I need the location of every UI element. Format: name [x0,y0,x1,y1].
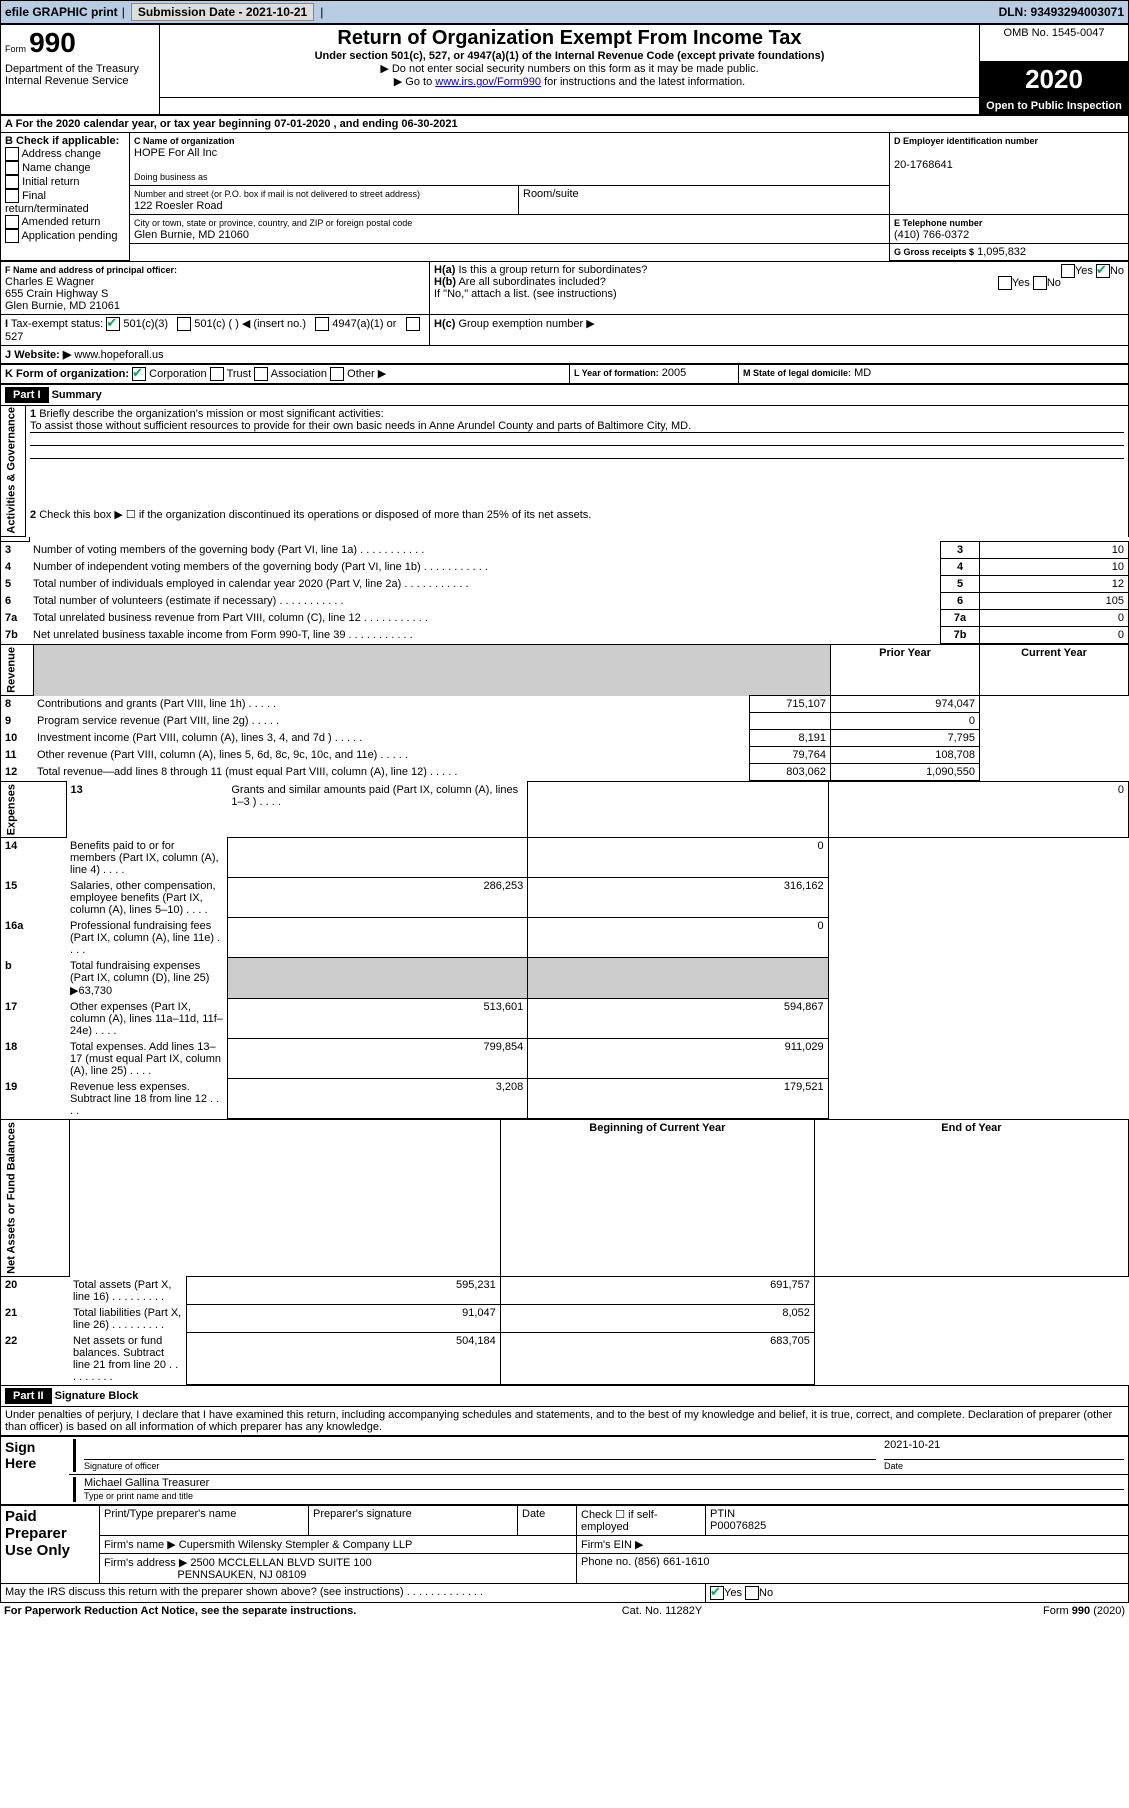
sig-officer-lbl: Signature of officer [84,1461,159,1471]
form-label: Form [5,44,26,54]
type-lbl: Type or print name and title [84,1491,193,1501]
sign-here: Sign Here [1,1437,70,1505]
gross-label: G Gross receipts $ [894,247,974,257]
form-ref: Form 990 (2020) [816,1603,1129,1619]
firm-ein-lbl: Firm's EIN ▶ [577,1536,1129,1554]
part1-sub: Summary [52,389,102,401]
year-formation: 2005 [662,367,686,379]
cat-no: Cat. No. 11282Y [508,1603,816,1619]
irs-link[interactable]: www.irs.gov/Form990 [435,76,541,88]
prep-name-lbl: Print/Type preparer's name [100,1506,309,1536]
line1: 1 Briefly describe the organization's mi… [26,405,1129,506]
ein: 20-1768641 [894,159,953,171]
firm-addr2: PENNSAUKEN, NJ 08109 [177,1569,306,1581]
city: Glen Burnie, MD 21060 [134,229,249,241]
org-name: HOPE For All Inc [134,147,217,159]
prep-sig-lbl: Preparer's signature [309,1506,518,1536]
officer-typed: Michael Gallina Treasurer [84,1477,1124,1490]
phone-lbl2: Phone no. [581,1556,631,1568]
ein-label: D Employer identification number [894,136,1038,146]
part2-title: Part II [5,1388,52,1404]
street: 122 Roesler Road [134,200,223,212]
org-name-label: C Name of organization [134,136,235,146]
hc: Group exemption number ▶ [458,318,594,330]
officer-l2: 655 Crain Highway S [5,288,108,300]
omb: OMB No. 1545-0047 [980,25,1129,62]
tax-status: I Tax-exempt status: 501(c)(3) 501(c) ( … [1,314,430,345]
sig-date: 2021-10-21 [884,1439,1124,1460]
prep-phone: (856) 661-1610 [634,1556,709,1568]
city-label: City or town, state or province, country… [134,218,412,228]
firm-name: Cupersmith Wilensky Stempler & Company L… [179,1539,413,1551]
firm-addr-lbl: Firm's address ▶ [104,1557,187,1569]
irs-discuss: May the IRS discuss this return with the… [1,1584,706,1603]
street-label: Number and street (or P.O. box if mail i… [134,189,420,199]
room-label: Room/suite [519,185,890,214]
gross-val: 1,095,832 [977,246,1026,258]
top-bar: efile GRAPHIC print | Submission Date - … [0,0,1129,24]
part1-title: Part I [5,387,49,403]
firm-name-lbl: Firm's name ▶ [104,1539,176,1551]
note-goto: ▶ Go to www.irs.gov/Form990 for instruct… [164,75,975,88]
end-hdr: End of Year [814,1120,1128,1277]
dln: DLN: 93493294003071 [999,5,1124,19]
line2: 2 Check this box ▶ ☐ if the organization… [26,506,1129,537]
form-title: Return of Organization Exempt From Incom… [164,27,975,50]
period-line: A For the 2020 calendar year, or tax yea… [1,115,1129,132]
header-block: Form 990 Return of Organization Exempt F… [0,24,1129,115]
form-org: K Form of organization: Corporation Trus… [1,364,570,383]
officer-l3: Glen Burnie, MD 21061 [5,300,120,312]
firm-addr: 2500 MCCLELLAN BLVD SUITE 100 [190,1557,371,1569]
efile-label: efile GRAPHIC print [5,5,118,19]
paid-prep: Paid Preparer Use Only [1,1506,100,1584]
net-label: Net Assets or Fund Balances [1,1120,70,1277]
ptin: P00076825 [710,1520,766,1532]
mission: To assist those without sufficient resou… [30,420,1124,433]
self-emp: Check ☐ if self-employed [577,1506,706,1536]
note-ssn: ▶ Do not enter social security numbers o… [164,62,975,75]
officer-l1: Charles E Wagner [5,276,94,288]
h-block: H(a) Is this a group return for subordin… [430,261,1129,314]
open-inspection: Open to Public Inspection [980,97,1129,114]
ptin-lbl: PTIN [710,1508,735,1520]
paperwork: For Paperwork Reduction Act Notice, see … [0,1603,508,1619]
declaration: Under penalties of perjury, I declare th… [1,1407,1129,1436]
part2-sub: Signature Block [55,1390,139,1402]
check-applicable: B Check if applicable: Address change Na… [1,132,130,260]
submission-date[interactable]: Submission Date - 2021-10-21 [131,3,314,21]
website: www.hopeforall.us [74,349,163,361]
date-lbl: Date [884,1461,903,1471]
form-subtitle: Under section 501(c), 527, or 4947(a)(1)… [164,50,975,62]
dept: Department of the Treasury Internal Reve… [1,61,160,114]
phone: (410) 766-0372 [894,229,969,241]
tax-year: 2020 [980,61,1129,97]
form-number: 990 [29,27,76,58]
phone-label: E Telephone number [894,218,982,228]
dba-label: Doing business as [134,172,208,182]
website-label: Website: ▶ [14,349,71,361]
prep-date-lbl: Date [518,1506,577,1536]
state: MD [854,367,871,379]
officer-label: F Name and address of principal officer: [5,265,177,275]
gov-label: Activities & Governance [1,405,26,537]
beg-hdr: Beginning of Current Year [500,1120,814,1277]
